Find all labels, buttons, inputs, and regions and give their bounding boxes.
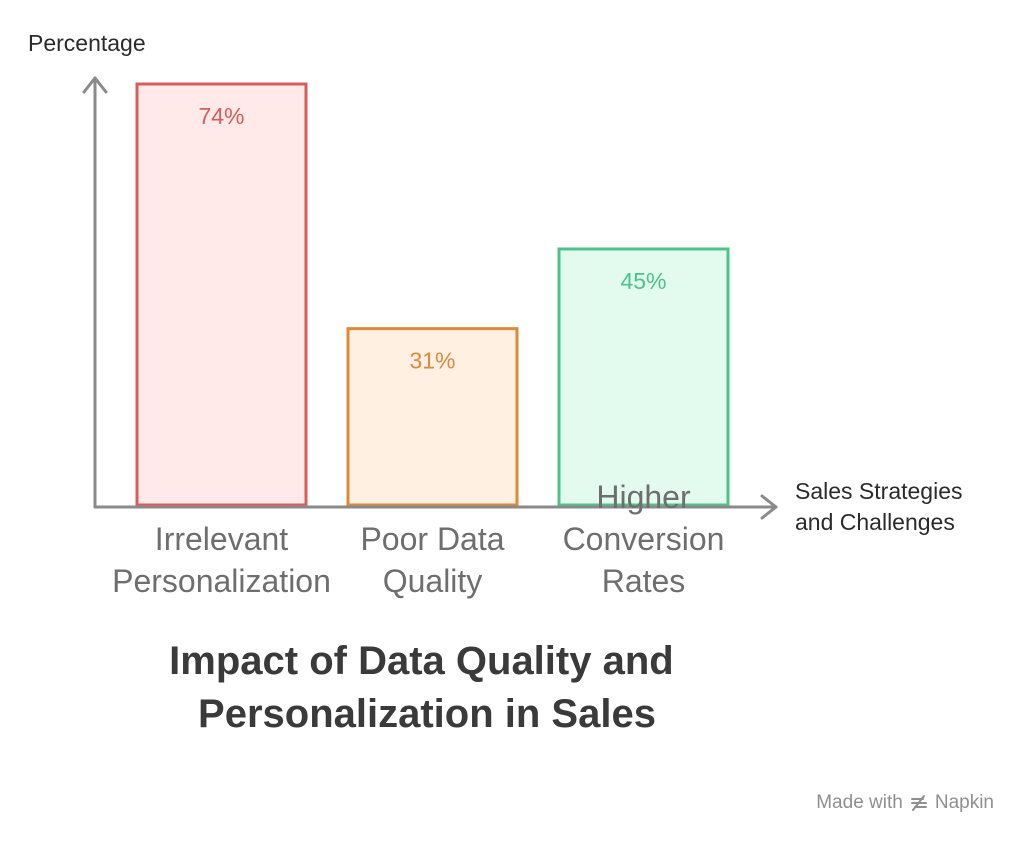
- category-label-3-line-1: Higher: [596, 479, 691, 515]
- category-label-1-line-2: Personalization: [112, 563, 331, 599]
- made-with-napkin-footer[interactable]: Made with Napkin: [816, 792, 994, 814]
- bars-group: [135, 82, 730, 507]
- x-axis-label: Sales Strategies and Challenges: [795, 478, 969, 535]
- bar-1: [135, 82, 308, 507]
- bar-2: [346, 327, 519, 507]
- value-label-1: 74%: [198, 103, 244, 129]
- x-axis-arrow-icon: [760, 494, 778, 520]
- value-label-2: 31%: [409, 348, 455, 374]
- chart-title: Impact of Data Quality and Personalizati…: [169, 639, 685, 736]
- value-label-3: 45%: [620, 268, 666, 294]
- category-label-2-line-2: Quality: [383, 563, 483, 599]
- category-label-1: Irrelevant Personalization: [112, 521, 331, 599]
- category-label-3: Higher Conversion Rates: [563, 479, 725, 599]
- category-label-3-line-3: Rates: [602, 563, 686, 599]
- x-axis-label-line-2: and Challenges: [795, 509, 955, 535]
- x-axis-label-line-1: Sales Strategies: [795, 478, 962, 504]
- napkin-logo-icon: [910, 795, 927, 811]
- category-label-2-line-1: Poor Data: [360, 521, 504, 557]
- labels-group: 74% Irrelevant Personalization 31% Poor Data…: [112, 103, 724, 599]
- category-label-3-line-2: Conversion: [563, 521, 725, 557]
- chart-title-line-1: Impact of Data Quality and: [169, 639, 674, 683]
- axes-group: [82, 76, 778, 520]
- footer-brand-text: Napkin: [934, 792, 994, 813]
- y-axis-arrow-icon: [82, 76, 108, 94]
- category-label-1-line-1: Irrelevant: [155, 521, 289, 557]
- category-label-2: Poor Data Quality: [360, 521, 504, 599]
- bar-3: [557, 247, 730, 507]
- footer-made-with-text: Made with: [816, 792, 903, 813]
- chart-title-line-2: Personalization in Sales: [198, 692, 656, 736]
- y-axis-label: Percentage: [28, 30, 146, 56]
